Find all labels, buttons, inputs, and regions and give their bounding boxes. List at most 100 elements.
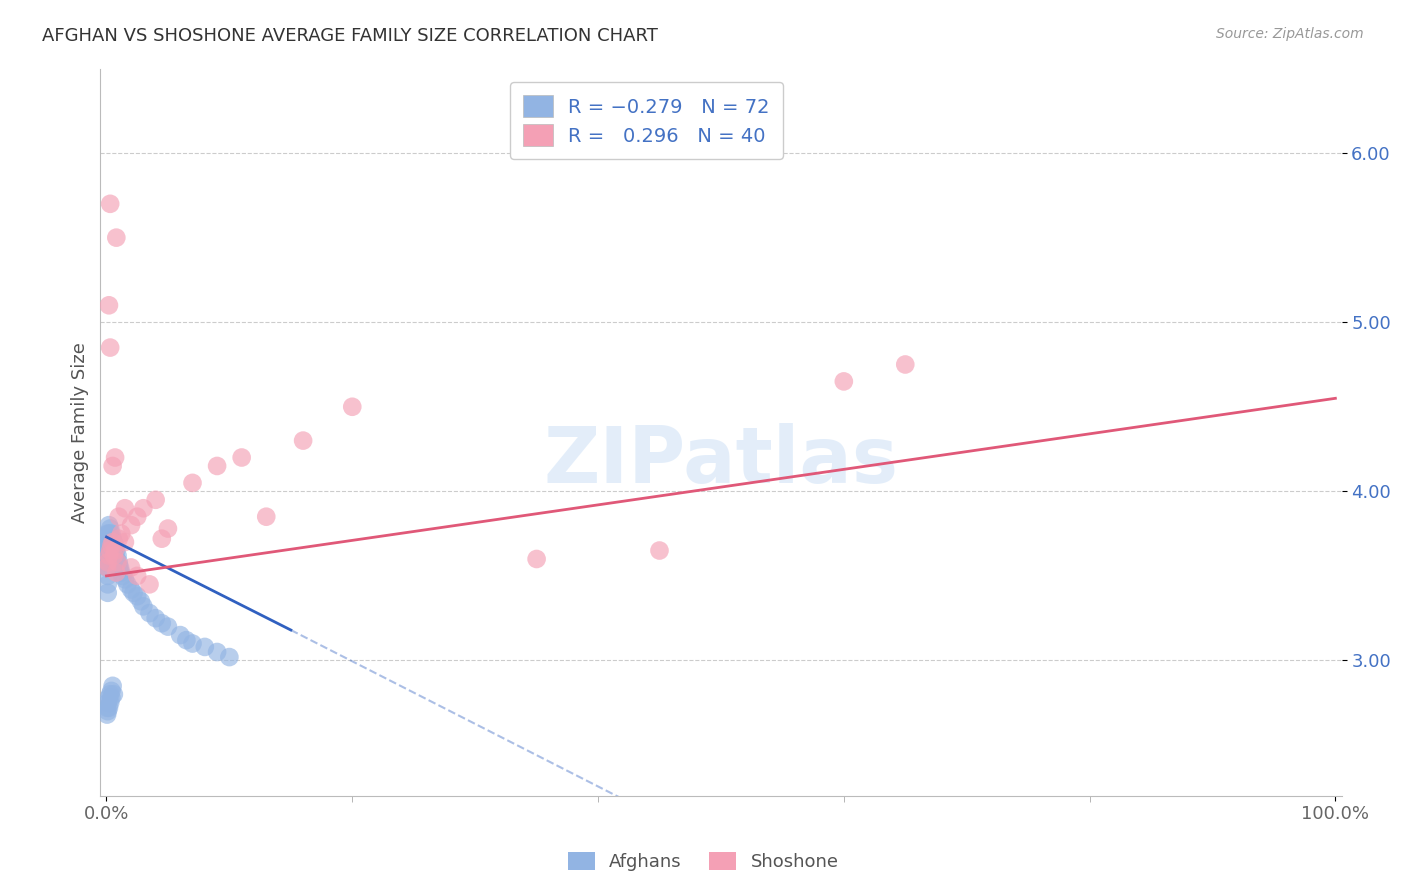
Point [129, 594, 152, 608]
Point [98, 532, 121, 546]
Point [97, 518, 120, 533]
Point [169, 628, 191, 642]
Point [181, 475, 204, 490]
Point [100, 535, 122, 549]
Point [145, 611, 167, 625]
Point [101, 535, 124, 549]
Text: ZIPatlas: ZIPatlas [544, 423, 898, 500]
Point [97, 701, 120, 715]
Point [648, 543, 671, 558]
Point [114, 572, 136, 586]
Point [194, 640, 217, 654]
Point [97, 298, 120, 312]
Point [104, 549, 127, 563]
Point [97, 555, 120, 569]
Point [96, 549, 118, 563]
Point [104, 538, 127, 552]
Point [97, 535, 120, 549]
Point [108, 560, 131, 574]
Point [156, 620, 179, 634]
Point [98, 687, 121, 701]
Point [98, 543, 121, 558]
Point [111, 569, 134, 583]
Point [97, 569, 120, 583]
Point [98, 538, 121, 552]
Point [97, 552, 120, 566]
Point [97, 704, 120, 718]
Point [110, 566, 132, 580]
Point [254, 509, 277, 524]
Point [97, 549, 120, 563]
Point [97, 690, 120, 705]
Point [127, 509, 149, 524]
Point [120, 518, 142, 533]
Point [105, 543, 128, 558]
Point [127, 589, 149, 603]
Point [100, 684, 122, 698]
Point [101, 458, 124, 473]
Point [117, 577, 139, 591]
Point [107, 532, 129, 546]
Point [96, 560, 118, 574]
Point [98, 522, 121, 536]
Point [132, 599, 155, 614]
Legend: R = −0.279   N = 72, R =   0.296   N = 40: R = −0.279 N = 72, R = 0.296 N = 40 [510, 82, 783, 160]
Point [97, 535, 120, 549]
Point [832, 375, 855, 389]
Point [104, 450, 127, 465]
Point [101, 679, 124, 693]
Y-axis label: Average Family Size: Average Family Size [72, 342, 89, 523]
Point [97, 538, 120, 552]
Point [97, 526, 120, 541]
Point [205, 458, 228, 473]
Point [98, 196, 121, 211]
Point [110, 526, 132, 541]
Point [96, 701, 118, 715]
Point [105, 552, 128, 566]
Point [218, 650, 240, 665]
Point [150, 616, 173, 631]
Point [145, 492, 167, 507]
Point [132, 501, 155, 516]
Point [98, 549, 121, 563]
Point [176, 633, 198, 648]
Point [96, 707, 118, 722]
Point [127, 569, 149, 583]
Point [138, 577, 160, 591]
Point [97, 586, 120, 600]
Point [107, 560, 129, 574]
Point [96, 555, 118, 569]
Point [101, 547, 124, 561]
Legend: Afghans, Shoshone: Afghans, Shoshone [561, 845, 845, 879]
Point [97, 543, 120, 558]
Point [100, 538, 122, 552]
Point [100, 543, 122, 558]
Point [98, 341, 121, 355]
Point [292, 434, 315, 448]
Point [97, 549, 120, 563]
Point [107, 509, 129, 524]
Point [98, 696, 121, 710]
Point [105, 566, 128, 580]
Point [97, 696, 120, 710]
Point [97, 543, 120, 558]
Point [103, 549, 125, 563]
Point [526, 552, 548, 566]
Point [114, 501, 136, 516]
Text: Source: ZipAtlas.com: Source: ZipAtlas.com [1216, 27, 1364, 41]
Point [100, 526, 122, 541]
Point [138, 606, 160, 620]
Point [103, 543, 125, 558]
Point [231, 450, 253, 465]
Point [205, 645, 228, 659]
Point [107, 555, 129, 569]
Point [156, 522, 179, 536]
Point [101, 538, 124, 552]
Point [101, 532, 124, 546]
Point [107, 549, 129, 563]
Point [120, 560, 142, 574]
Point [342, 400, 364, 414]
Point [97, 552, 120, 566]
Point [122, 586, 145, 600]
Point [105, 230, 128, 244]
